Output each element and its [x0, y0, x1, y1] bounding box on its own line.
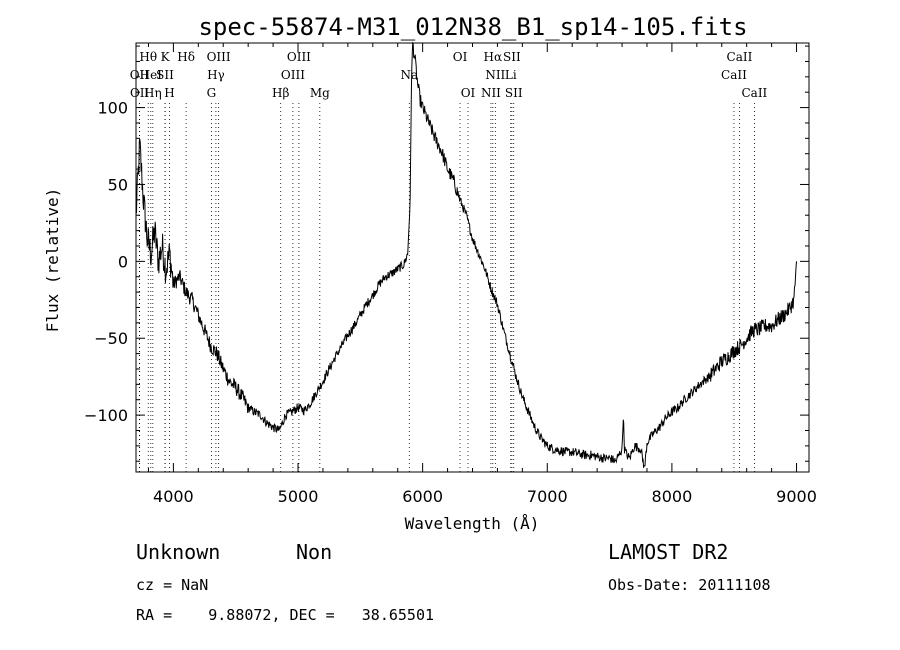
y-axis-ticks: −100 −50 0 50 100: [84, 45, 809, 462]
line-label-20: SII: [503, 50, 521, 64]
line-label-1: OII: [130, 68, 150, 82]
line-label-17: OI: [453, 50, 468, 64]
line-label-25: CaII: [727, 50, 753, 64]
survey-text: LAMOST DR2: [608, 540, 728, 564]
line-label-18: OI: [461, 86, 476, 100]
chart-title: spec-55874-M31_012N38_B1_sp14-105.fits: [198, 13, 747, 41]
y-axis-label: Flux (relative): [43, 188, 62, 333]
line-label-7: H: [164, 86, 174, 100]
line-label-27: CaII: [741, 86, 767, 100]
line-label-8: Hδ: [177, 50, 195, 64]
x-axis-ticks: 4000 5000 6000 7000 8000 9000: [147, 43, 817, 506]
line-label-23: NII: [481, 86, 501, 100]
line-label-11: G: [207, 86, 217, 100]
line-label-6: SII: [156, 68, 174, 82]
line-label-12: OIII: [287, 50, 311, 64]
classification-text: Unknown: [136, 540, 220, 564]
spectrum-line: [135, 41, 797, 468]
line-label-0: Hθ: [139, 50, 157, 64]
line-label-5: K: [161, 50, 171, 64]
line-label-14: Hβ: [272, 86, 289, 100]
x-tick-label-1: 5000: [278, 487, 319, 506]
redshift-text: cz = NaN: [136, 576, 208, 594]
line-label-9: OIII: [207, 50, 231, 64]
line-label-15: Mg: [310, 86, 330, 100]
x-tick-label-2: 6000: [402, 487, 443, 506]
line-label-26: CaII: [721, 68, 747, 82]
line-label-2: OII: [130, 86, 150, 100]
obs-date-text: Obs-Date: 20111108: [608, 576, 771, 594]
plot-frame: [135, 42, 810, 473]
subclass-text: Non: [296, 540, 332, 564]
x-axis-label: Wavelength (Å): [405, 514, 540, 533]
y-tick-label-0: −100: [84, 406, 128, 425]
line-label-4: Hη: [144, 86, 162, 100]
line-label-3: HeI: [140, 68, 163, 82]
line-label-19: Hα: [484, 50, 503, 64]
y-tick-label-3: 50: [108, 175, 128, 194]
line-label-16: Na: [400, 68, 418, 82]
line-label-10: Hγ: [207, 68, 225, 82]
y-tick-label-4: 100: [97, 99, 128, 118]
line-label-21: NII: [485, 68, 505, 82]
y-tick-label-1: −50: [94, 329, 128, 348]
x-tick-label-0: 4000: [153, 487, 194, 506]
line-label-13: OIII: [281, 68, 305, 82]
line-label-22: Li: [505, 68, 517, 82]
x-tick-label-4: 8000: [652, 487, 693, 506]
x-tick-label-3: 7000: [527, 487, 568, 506]
coordinates-text: RA = 9.88072, DEC = 38.65501: [136, 606, 434, 624]
line-label-24: SII: [505, 86, 523, 100]
y-tick-label-2: 0: [118, 252, 128, 271]
x-tick-label-5: 9000: [776, 487, 817, 506]
